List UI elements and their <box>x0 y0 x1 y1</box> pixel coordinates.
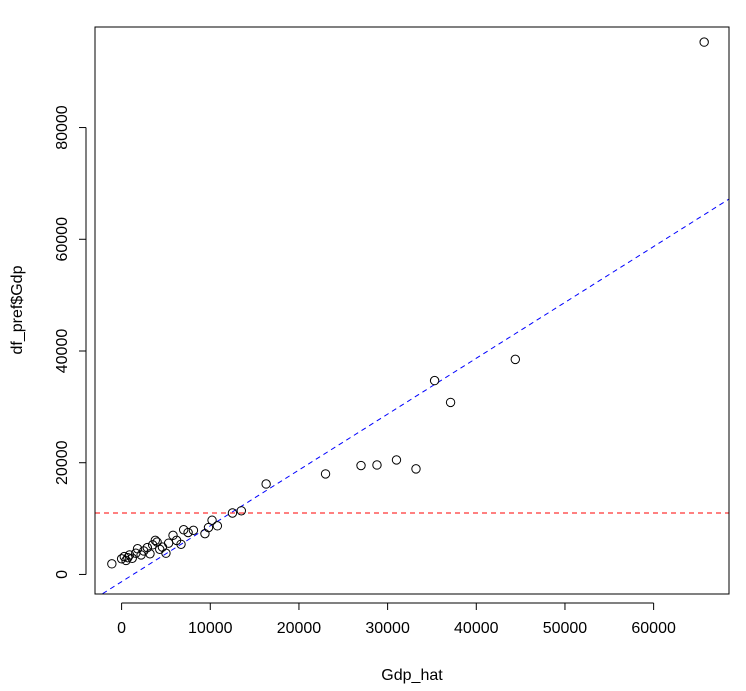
fit-line <box>101 198 729 594</box>
x-tick-label: 40000 <box>454 620 499 637</box>
data-point <box>161 548 171 558</box>
data-point <box>176 539 186 549</box>
y-axis-title: df_pref$Gdp <box>9 265 26 354</box>
data-point <box>139 546 149 556</box>
data-point <box>142 542 153 553</box>
data-point <box>163 538 174 548</box>
data-point <box>155 544 165 555</box>
y-axis: 0 20000 40000 60000 80000 <box>54 105 87 579</box>
x-tick-label: 20000 <box>277 620 322 637</box>
y-tick-label: 80000 <box>54 105 71 150</box>
x-axis-title: Gdp_hat <box>381 667 443 684</box>
data-point <box>372 460 382 470</box>
y-tick-label: 20000 <box>54 440 71 485</box>
data-point <box>145 549 155 559</box>
data-point <box>127 553 137 563</box>
data-point <box>356 460 366 471</box>
x-tick-label: 30000 <box>365 620 410 637</box>
data-point <box>510 354 521 365</box>
data-point <box>168 530 178 541</box>
data-point <box>411 464 421 474</box>
data-point <box>150 535 160 546</box>
data-point <box>183 527 193 538</box>
x-tick-label: 60000 <box>631 620 676 637</box>
data-point <box>391 455 402 465</box>
data-points <box>107 37 709 569</box>
data-point <box>207 515 217 525</box>
data-point <box>227 508 238 518</box>
data-point <box>107 559 117 569</box>
data-point <box>124 550 135 560</box>
data-point <box>261 479 271 489</box>
data-point <box>212 521 223 531</box>
data-point <box>320 469 331 479</box>
data-point <box>123 552 133 563</box>
data-point <box>236 506 247 516</box>
x-tick-label: 10000 <box>188 620 233 637</box>
x-tick-label: 0 <box>117 620 126 637</box>
data-point <box>445 397 456 408</box>
x-tick-label: 50000 <box>543 620 588 637</box>
y-tick-label: 0 <box>54 570 71 579</box>
reference-lines <box>95 198 729 594</box>
data-point <box>200 528 210 539</box>
data-point <box>157 542 168 552</box>
data-point <box>188 525 199 536</box>
x-axis: 0 10000 20000 30000 40000 50000 60000 <box>117 602 676 637</box>
y-tick-label: 60000 <box>54 217 71 262</box>
plot-frame <box>94 26 730 595</box>
data-point <box>429 375 440 386</box>
data-point <box>116 554 127 564</box>
data-point <box>699 37 709 47</box>
y-tick-label: 40000 <box>54 329 71 374</box>
